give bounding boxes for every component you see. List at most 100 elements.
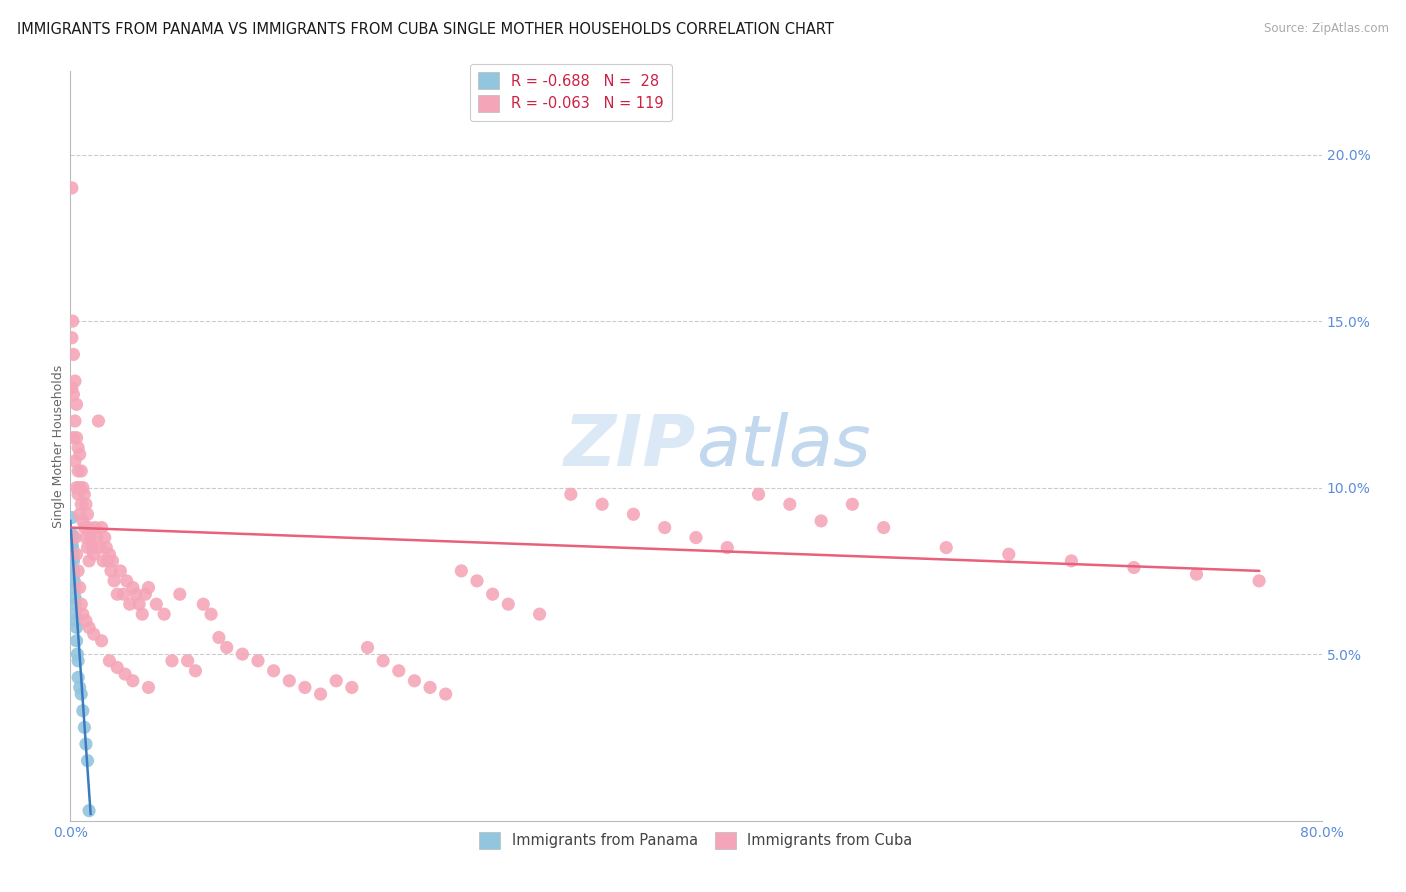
Point: [63, 374, 86, 388]
Point: [935, 541, 957, 555]
Point: [872, 520, 894, 534]
Point: [69, 447, 91, 461]
Point: [65, 397, 87, 411]
Point: [1185, 567, 1208, 582]
Point: [309, 687, 332, 701]
Point: [76, 754, 98, 768]
Point: [67, 441, 90, 455]
Point: [481, 587, 503, 601]
Point: [67, 670, 90, 684]
Point: [65, 547, 87, 561]
Point: [419, 681, 441, 695]
Point: [134, 587, 156, 601]
Point: [105, 660, 128, 674]
Point: [96, 541, 118, 555]
Point: [278, 673, 301, 688]
Point: [62, 564, 84, 578]
Point: [388, 664, 411, 678]
Point: [65, 431, 87, 445]
Point: [63, 597, 86, 611]
Point: [79, 531, 101, 545]
Point: [62, 314, 84, 328]
Point: [748, 487, 770, 501]
Point: [69, 481, 91, 495]
Point: [184, 664, 207, 678]
Point: [60, 331, 83, 345]
Point: [63, 454, 86, 468]
Point: [128, 597, 150, 611]
Point: [294, 681, 316, 695]
Point: [77, 520, 100, 534]
Point: [591, 497, 613, 511]
Point: [263, 664, 285, 678]
Point: [69, 581, 91, 595]
Point: [72, 481, 94, 495]
Point: [90, 633, 112, 648]
Point: [465, 574, 488, 588]
Point: [98, 654, 121, 668]
Point: [529, 607, 551, 622]
Point: [70, 597, 93, 611]
Point: [62, 547, 84, 561]
Point: [63, 591, 86, 605]
Point: [153, 607, 176, 622]
Point: [73, 487, 96, 501]
Point: [131, 607, 153, 622]
Point: [1060, 554, 1083, 568]
Point: [997, 547, 1019, 561]
Point: [97, 554, 120, 568]
Point: [89, 541, 111, 555]
Point: [841, 497, 863, 511]
Point: [98, 547, 121, 561]
Point: [76, 541, 98, 555]
Point: [62, 550, 84, 565]
Point: [67, 654, 90, 668]
Point: [371, 654, 394, 668]
Point: [160, 654, 183, 668]
Point: [356, 640, 378, 655]
Point: [67, 487, 90, 501]
Point: [72, 704, 94, 718]
Point: [93, 531, 115, 545]
Legend: Immigrants from Panama, Immigrants from Cuba: Immigrants from Panama, Immigrants from …: [474, 826, 918, 855]
Point: [70, 687, 93, 701]
Point: [105, 587, 128, 601]
Point: [247, 654, 270, 668]
Point: [62, 431, 84, 445]
Point: [73, 720, 96, 734]
Point: [62, 554, 84, 568]
Point: [72, 607, 94, 622]
Point: [60, 381, 83, 395]
Point: [716, 541, 738, 555]
Point: [63, 414, 86, 428]
Point: [450, 564, 472, 578]
Point: [62, 387, 84, 401]
Text: atlas: atlas: [696, 411, 870, 481]
Point: [60, 181, 83, 195]
Point: [69, 681, 91, 695]
Point: [340, 681, 363, 695]
Point: [75, 614, 97, 628]
Point: [90, 520, 112, 534]
Point: [779, 497, 801, 511]
Point: [87, 414, 110, 428]
Point: [63, 531, 86, 545]
Point: [498, 597, 520, 611]
Point: [77, 620, 100, 634]
Point: [100, 564, 122, 578]
Text: IMMIGRANTS FROM PANAMA VS IMMIGRANTS FROM CUBA SINGLE MOTHER HOUSEHOLDS CORRELAT: IMMIGRANTS FROM PANAMA VS IMMIGRANTS FRO…: [17, 22, 834, 37]
Point: [62, 531, 84, 545]
Point: [404, 673, 426, 688]
Point: [231, 647, 253, 661]
Point: [65, 607, 87, 622]
Point: [115, 574, 138, 588]
Point: [75, 497, 97, 511]
Point: [84, 520, 107, 534]
Point: [62, 541, 84, 555]
Point: [76, 508, 98, 522]
Point: [73, 520, 96, 534]
Point: [67, 464, 90, 478]
Point: [121, 581, 145, 595]
Point: [67, 564, 90, 578]
Point: [101, 554, 124, 568]
